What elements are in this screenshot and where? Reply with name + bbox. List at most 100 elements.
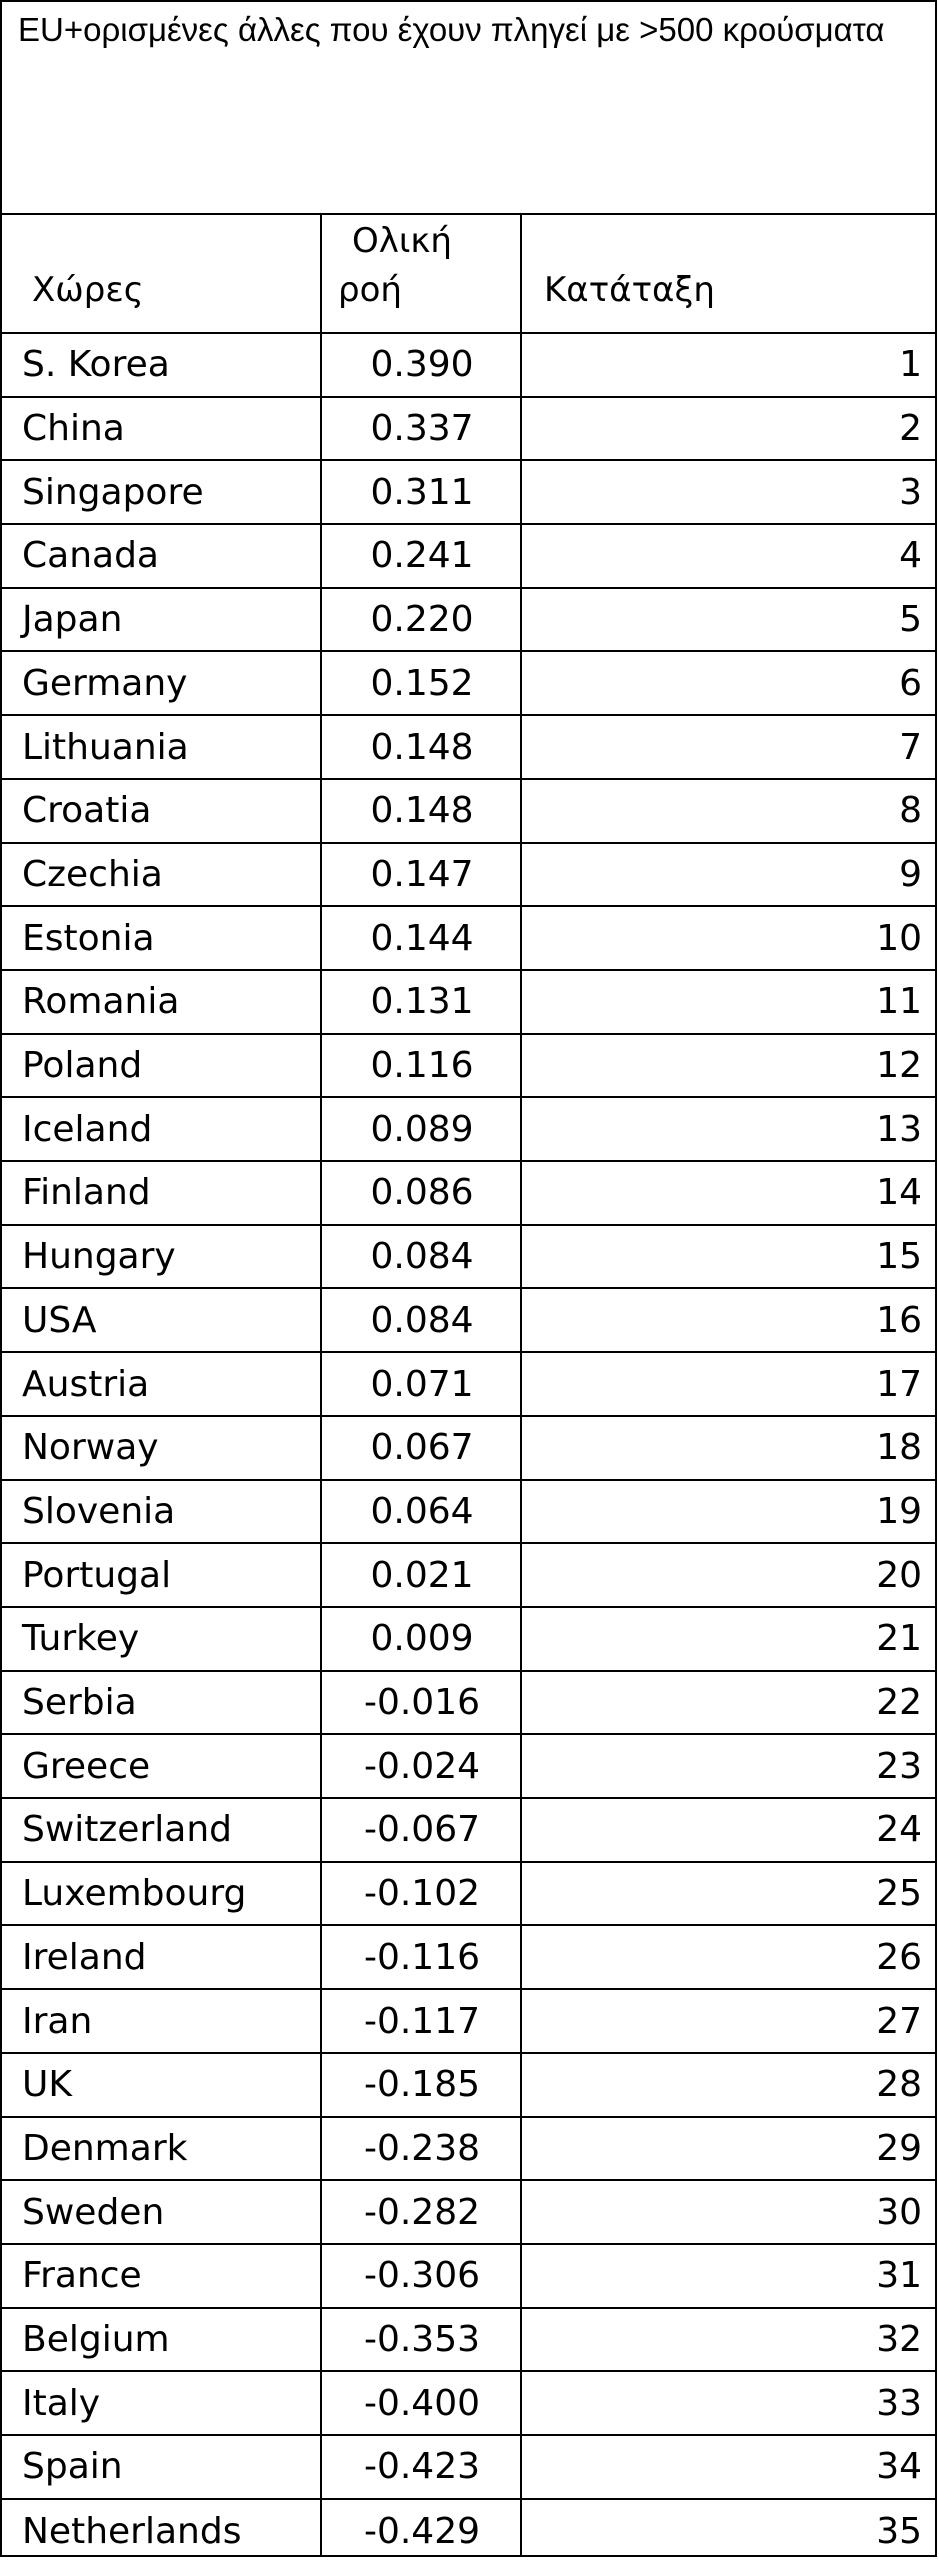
table-row: Serbia -0.016 22 — [2, 1672, 937, 1736]
flow-cell: 0.241 — [370, 535, 474, 577]
column-divider — [520, 215, 522, 2557]
country-cell: Switzerland — [22, 1809, 232, 1851]
country-cell: Finland — [22, 1172, 151, 1214]
flow-cell: 0.064 — [370, 1490, 474, 1532]
flow-cell: -0.306 — [363, 2255, 481, 2297]
flow-cell: 0.144 — [370, 917, 474, 959]
table-row: Estonia 0.144 10 — [2, 907, 937, 971]
flow-cell: 0.311 — [370, 471, 474, 513]
table-row: Canada 0.241 4 — [2, 525, 937, 589]
flow-cell: -0.116 — [363, 1936, 481, 1978]
table-row: Romania 0.131 11 — [2, 971, 937, 1035]
country-cell: Turkey — [22, 1618, 140, 1660]
flow-cell: -0.423 — [363, 2446, 481, 2488]
flow-cell: 0.220 — [370, 599, 474, 641]
flow-cell: -0.067 — [363, 1809, 481, 1851]
flow-cell: 0.089 — [370, 1108, 474, 1150]
country-cell: France — [22, 2255, 142, 2297]
flow-cell: -0.102 — [363, 1873, 481, 1915]
flow-cell: 0.337 — [370, 408, 474, 450]
country-cell: S. Korea — [22, 344, 170, 386]
table-row: Spain -0.423 34 — [2, 2436, 937, 2500]
header-rank: Κατάταξη — [544, 270, 715, 310]
rank-cell: 31 — [876, 2255, 922, 2297]
table-row: Poland 0.116 12 — [2, 1035, 937, 1099]
table-row: Croatia 0.148 8 — [2, 780, 937, 844]
rank-cell: 27 — [876, 2000, 922, 2042]
flow-cell: 0.148 — [370, 726, 474, 768]
table-row: Luxembourg -0.102 25 — [2, 1863, 937, 1927]
flow-cell: 0.147 — [370, 853, 474, 895]
rank-cell: 30 — [876, 2191, 922, 2233]
flow-cell: 0.390 — [370, 344, 474, 386]
country-cell: Lithuania — [22, 726, 189, 768]
flow-cell: -0.238 — [363, 2127, 481, 2169]
header-flow-line2: ροή — [338, 270, 402, 310]
rank-cell: 33 — [876, 2382, 922, 2424]
country-cell: Japan — [22, 599, 123, 641]
rank-cell: 16 — [876, 1299, 922, 1341]
country-cell: Iceland — [22, 1108, 153, 1150]
rank-cell: 2 — [899, 408, 922, 450]
country-cell: Singapore — [22, 471, 204, 513]
header-flow-cell: Ολική ροή — [322, 215, 522, 334]
country-cell: Belgium — [22, 2319, 170, 2361]
country-cell: China — [22, 408, 125, 450]
rank-cell: 26 — [876, 1936, 922, 1978]
flow-cell: 0.071 — [370, 1363, 474, 1405]
table-row: Iceland 0.089 13 — [2, 1098, 937, 1163]
table-row: USA 0.084 16 — [2, 1290, 937, 1354]
country-cell: Croatia — [22, 790, 152, 832]
rank-cell: 5 — [899, 599, 922, 641]
header-country-cell: Χώρες — [2, 215, 322, 334]
country-cell: Iran — [22, 2000, 93, 2042]
flow-cell: 0.116 — [370, 1045, 474, 1087]
table-row: Netherlands -0.429 35 — [2, 2500, 937, 2563]
table-title: EU+ορισμένες άλλες που έχουν πληγεί με >… — [2, 2, 937, 215]
flow-cell: 0.148 — [370, 790, 474, 832]
table-row: Japan 0.220 5 — [2, 589, 937, 653]
table-row: Iran -0.117 27 — [2, 1990, 937, 2054]
rank-cell: 35 — [876, 2511, 922, 2553]
country-cell: Estonia — [22, 917, 155, 959]
country-cell: UK — [22, 2064, 72, 2106]
table-row: Norway 0.067 18 — [2, 1417, 937, 1481]
country-cell: Austria — [22, 1363, 150, 1405]
rank-cell: 22 — [876, 1682, 922, 1724]
country-cell: Italy — [22, 2382, 101, 2424]
table-row: Ireland -0.116 26 — [2, 1927, 937, 1991]
rank-cell: 13 — [876, 1108, 922, 1150]
rank-cell: 12 — [876, 1045, 922, 1087]
rank-cell: 21 — [876, 1618, 922, 1660]
rank-cell: 17 — [876, 1363, 922, 1405]
country-cell: Romania — [22, 981, 180, 1023]
rank-cell: 10 — [876, 917, 922, 959]
table-row: Austria 0.071 17 — [2, 1353, 937, 1417]
header-flow-line1: Ολική — [352, 221, 452, 261]
flow-cell: -0.400 — [363, 2382, 481, 2424]
table-row: UK -0.185 28 — [2, 2054, 937, 2118]
table-row: China 0.337 2 — [2, 398, 937, 462]
flow-cell: 0.086 — [370, 1172, 474, 1214]
rank-cell: 25 — [876, 1873, 922, 1915]
table-row: Belgium -0.353 32 — [2, 2309, 937, 2373]
country-cell: Netherlands — [22, 2511, 242, 2553]
country-cell: Serbia — [22, 1682, 137, 1724]
flow-cell: 0.084 — [370, 1236, 474, 1278]
rank-cell: 18 — [876, 1427, 922, 1469]
country-cell: Luxembourg — [22, 1873, 247, 1915]
rank-cell: 29 — [876, 2127, 922, 2169]
rank-cell: 14 — [876, 1172, 922, 1214]
flow-cell: 0.152 — [370, 662, 474, 704]
country-cell: Sweden — [22, 2191, 165, 2233]
country-cell: USA — [22, 1299, 97, 1341]
country-cell: Spain — [22, 2446, 123, 2488]
rank-cell: 15 — [876, 1236, 922, 1278]
rank-cell: 3 — [899, 471, 922, 513]
flow-cell: -0.429 — [363, 2511, 481, 2553]
rank-cell: 6 — [899, 662, 922, 704]
flow-cell: 0.084 — [370, 1299, 474, 1341]
country-cell: Poland — [22, 1045, 143, 1087]
table-row: France -0.306 31 — [2, 2245, 937, 2309]
